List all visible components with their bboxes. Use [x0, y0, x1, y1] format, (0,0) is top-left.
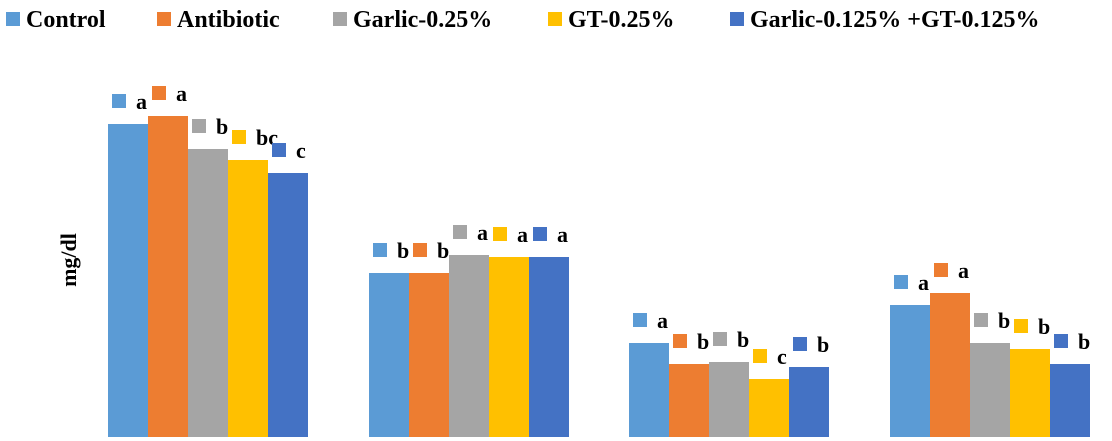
bar-3-garlic-0-125-gt-0-125 — [789, 367, 829, 437]
bar-1-gt-0-25 — [228, 160, 268, 437]
bar-4-garlic-0-25 — [970, 343, 1010, 437]
y-axis-label: mg/dl — [56, 233, 81, 287]
bar-3-control — [629, 343, 669, 437]
label-marker — [633, 313, 647, 327]
label-marker — [272, 143, 286, 157]
significance-label: a — [657, 308, 668, 333]
bar-2-gt-0-25 — [489, 257, 529, 437]
bar-2-garlic-0-25 — [449, 255, 489, 437]
legend-label: GT-0.25% — [568, 7, 674, 33]
legend-label: Garlic-0.25% — [353, 7, 492, 33]
significance-label: b — [397, 238, 409, 263]
significance-label: a — [918, 270, 929, 295]
significance-label: a — [517, 222, 528, 247]
significance-label: b — [1078, 329, 1090, 354]
label-marker — [673, 334, 687, 348]
significance-label: a — [136, 89, 147, 114]
significance-label: c — [296, 138, 306, 163]
label-marker — [934, 263, 948, 277]
bar-2-garlic-0-125-gt-0-125 — [529, 257, 569, 437]
label-marker — [232, 130, 246, 144]
significance-label: b — [817, 332, 829, 357]
significance-label: a — [477, 220, 488, 245]
legend-swatch — [6, 12, 20, 26]
bar-4-garlic-0-125-gt-0-125 — [1050, 364, 1090, 437]
bar-4-antibiotic — [930, 293, 970, 437]
label-marker — [894, 275, 908, 289]
significance-label: b — [697, 329, 709, 354]
bar-4-gt-0-25 — [1010, 349, 1050, 437]
significance-label: a — [176, 81, 187, 106]
label-marker — [793, 337, 807, 351]
label-marker — [373, 243, 387, 257]
legend-label: Antibiotic — [177, 7, 280, 33]
significance-label: b — [437, 238, 449, 263]
legend-label: Garlic-0.125% +GT-0.125% — [750, 7, 1039, 33]
label-marker — [974, 313, 988, 327]
bar-1-antibiotic — [148, 116, 188, 437]
bar-2-control — [369, 273, 409, 437]
bar-2-antibiotic — [409, 273, 449, 437]
bar-1-garlic-0-25 — [188, 149, 228, 437]
significance-label: c — [777, 344, 787, 369]
legend-label: Control — [26, 7, 106, 33]
label-marker — [533, 227, 547, 241]
legend-swatch — [157, 12, 171, 26]
label-marker — [753, 349, 767, 363]
legend: Control Antibiotic Garlic-0.25% GT-0.25% Gar… — [6, 7, 1039, 33]
bar-3-antibiotic — [669, 364, 709, 437]
significance-label: a — [557, 222, 568, 247]
label-marker — [413, 243, 427, 257]
bar-1-control — [108, 124, 148, 437]
label-marker — [1054, 334, 1068, 348]
label-marker — [192, 119, 206, 133]
significance-label: b — [998, 308, 1010, 333]
legend-swatch — [548, 12, 562, 26]
significance-label: b — [1038, 314, 1050, 339]
bars — [108, 116, 1090, 437]
label-marker — [493, 227, 507, 241]
label-marker — [152, 86, 166, 100]
bar-3-garlic-0-25 — [709, 362, 749, 437]
bar-3-gt-0-25 — [749, 379, 789, 437]
bar-4-control — [890, 305, 930, 437]
significance-label: b — [216, 114, 228, 139]
legend-swatch — [730, 12, 744, 26]
bar-1-garlic-0-125-gt-0-125 — [268, 173, 308, 437]
legend-swatch — [333, 12, 347, 26]
label-marker — [1014, 319, 1028, 333]
label-marker — [453, 225, 467, 239]
significance-label: a — [958, 258, 969, 283]
label-marker — [112, 94, 126, 108]
label-marker — [713, 332, 727, 346]
significance-label: b — [737, 327, 749, 352]
